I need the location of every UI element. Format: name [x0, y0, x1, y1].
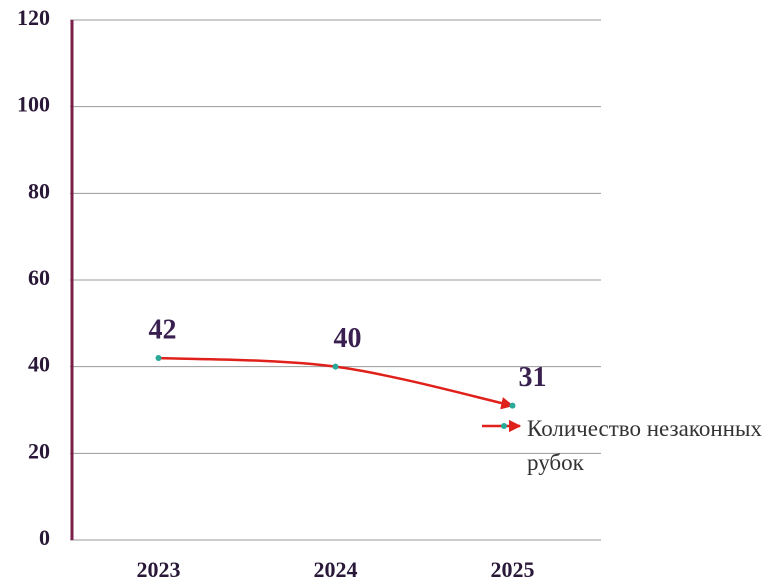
legend-label: Количество незаконных рубок [527, 416, 762, 475]
x-tick-label: 2023 [137, 557, 181, 582]
data-label: 42 [149, 314, 177, 345]
marker [155, 355, 162, 361]
y-tick-label: 20 [28, 438, 50, 463]
x-tick-label: 2024 [314, 557, 358, 582]
y-tick-label: 60 [28, 265, 50, 290]
legend-marker [501, 423, 507, 429]
marker [509, 402, 516, 409]
x-tick-label: 2025 [491, 557, 535, 582]
y-tick-label: 100 [17, 92, 50, 117]
y-tick-label: 40 [28, 352, 50, 377]
y-tick-label: 120 [17, 5, 50, 30]
y-tick-label: 80 [28, 178, 50, 203]
marker [332, 363, 339, 370]
y-tick-label: 0 [39, 525, 50, 550]
data-label: 31 [519, 362, 547, 393]
data-label: 40 [334, 323, 362, 354]
